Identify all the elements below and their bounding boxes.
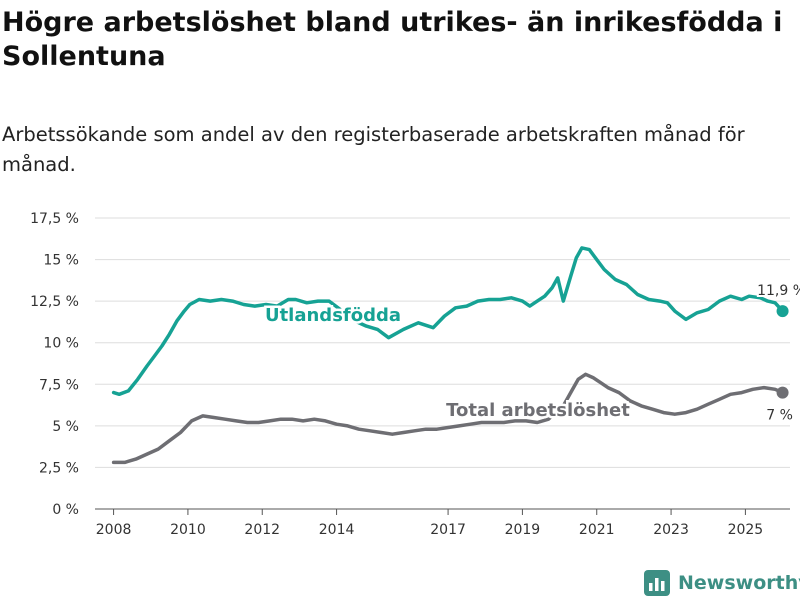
- x-tick-label: 2021: [579, 522, 615, 538]
- x-tick-label: 2012: [244, 522, 280, 538]
- chart-subtitle: Arbetssökande som andel av den registerb…: [2, 123, 745, 176]
- series-line-utlandsfödda: [111, 246, 785, 397]
- gridlines: [95, 217, 790, 510]
- x-axis: 2008 2010 2012 2014 2017 2019 2021 2023 2025: [96, 509, 763, 538]
- end-value-label-utlandsfodda: 11,9 %: [757, 283, 800, 299]
- chart-title: Högre arbetslöshet bland utrikes- än inr…: [2, 7, 783, 72]
- y-tick-label: 12,5 %: [30, 294, 79, 310]
- series-end-point-utlandsfödda: [776, 305, 789, 318]
- y-tick-label: 5 %: [52, 419, 79, 435]
- newsworthy-brand: Newsworthy: [644, 568, 800, 598]
- y-axis: 0 % 2,5 % 5 % 7,5 % 10 % 12,5 % 15 % 17,5 %: [30, 211, 79, 518]
- x-tick-label: 2014: [319, 522, 355, 538]
- series-label-total: Total arbetslöshet: [446, 400, 630, 421]
- labels-group: Utlandsfödda Total arbetslöshet 11,9 % 7 %: [262, 281, 800, 425]
- x-tick-label: 2023: [653, 522, 689, 538]
- y-tick-label: 7,5 %: [39, 377, 79, 393]
- y-tick-label: 2,5 %: [39, 460, 79, 476]
- x-tick-label: 2008: [96, 522, 132, 538]
- y-tick-label: 10 %: [43, 336, 79, 352]
- series-group: [111, 246, 789, 465]
- series-line-total-arbetslöshet: [111, 372, 785, 465]
- x-tick-label: 2019: [505, 522, 541, 538]
- bar-chart-logo-icon: [644, 570, 670, 596]
- y-tick-label: 17,5 %: [30, 211, 79, 227]
- x-tick-label: 2010: [170, 522, 206, 538]
- series-label-utlandsfodda: Utlandsfödda: [265, 305, 401, 326]
- brand-name: Newsworthy: [678, 572, 800, 594]
- y-tick-label: 0 %: [52, 502, 79, 518]
- end-value-label-total: 7 %: [766, 408, 793, 424]
- x-tick-label: 2017: [430, 522, 466, 538]
- x-tick-label: 2025: [728, 522, 764, 538]
- y-tick-label: 15 %: [43, 253, 79, 269]
- series-end-point-total-arbetslöshet: [776, 386, 789, 399]
